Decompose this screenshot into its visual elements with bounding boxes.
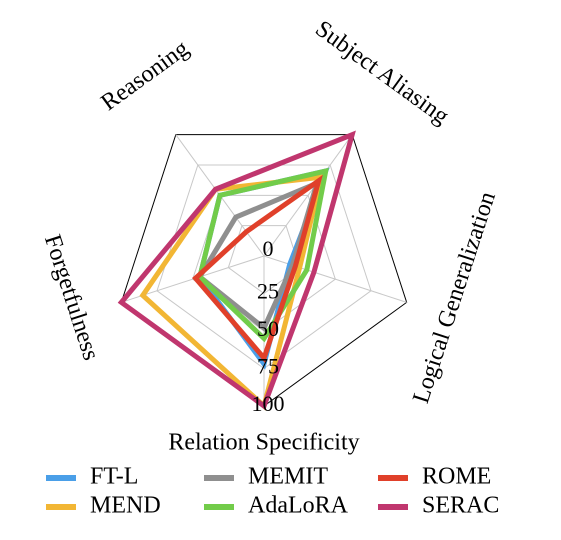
legend-label-adalora: AdaLoRA <box>248 493 349 519</box>
tick-label-50: 50 <box>257 316 279 341</box>
tick-label-100: 100 <box>252 391 285 416</box>
axis-label-logical-generalization: Logical Generalization <box>408 189 501 407</box>
series-rome <box>192 174 323 363</box>
legend-label-mend: MEND <box>90 493 161 519</box>
legend: FT-L MEND MEMIT AdaLoRA ROME SERAC <box>46 464 499 519</box>
spoke-subject-aliasing <box>263 134 353 257</box>
series-adalora <box>197 167 329 343</box>
legend-label-memit: MEMIT <box>248 464 328 490</box>
axis-label-subject-aliasing: Subject Aliasing <box>310 16 453 130</box>
tick-label-75: 75 <box>257 354 279 379</box>
tick-label-0: 0 <box>263 236 274 261</box>
tick-label-25: 25 <box>257 279 279 304</box>
axis-label-forgetfulness: Forgetfulness <box>39 232 104 364</box>
series-group <box>117 130 356 411</box>
legend-label-ft-l: FT-L <box>90 464 138 490</box>
axis-label-relation-specificity: Relation Specificity <box>168 430 359 456</box>
grid-ring-75 <box>156 164 372 370</box>
axis-label-reasoning: Reasoning <box>96 35 193 116</box>
series-serac <box>117 130 356 410</box>
tick-labels: 0 25 50 75 100 <box>252 236 285 416</box>
legend-label-rome: ROME <box>422 464 491 490</box>
legend-label-serac: SERAC <box>422 493 499 519</box>
